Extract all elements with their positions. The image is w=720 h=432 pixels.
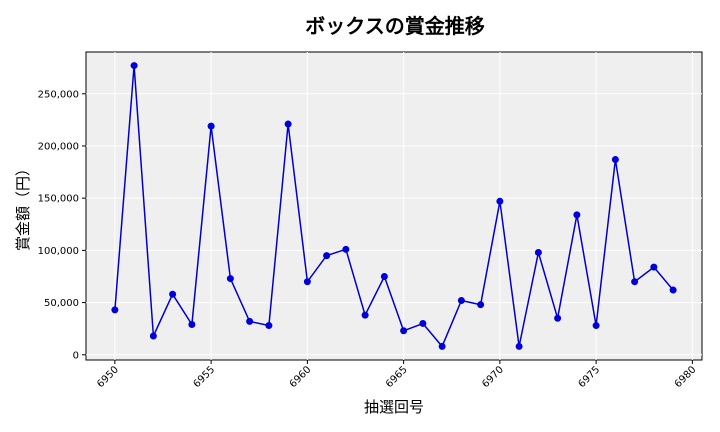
x-tick-label: 6970: [480, 364, 506, 390]
y-axis-ticks: 0 50,000 100,000 150,000 200,000 250,000: [38, 89, 86, 361]
data-point: [149, 332, 157, 340]
data-point: [573, 211, 581, 219]
y-tick-label: 100,000: [38, 246, 79, 257]
x-tick-label: 6965: [384, 364, 410, 390]
data-point: [361, 311, 369, 319]
y-tick-label: 50,000: [44, 298, 79, 309]
gridlines: [86, 52, 702, 360]
chart-title: ボックスの賞金推移: [305, 14, 485, 38]
x-axis-ticks: 6950 6955 6960 6965 6970 6975 6980: [95, 360, 698, 390]
x-tick-label: 6975: [576, 364, 602, 390]
data-point: [611, 156, 619, 164]
data-point: [477, 301, 485, 309]
data-point: [303, 278, 311, 286]
data-point: [457, 296, 465, 304]
data-point: [515, 342, 523, 350]
data-point: [323, 252, 331, 260]
data-point: [554, 314, 562, 322]
series-line: [114, 65, 674, 348]
data-point: [169, 290, 177, 298]
data-point: [496, 197, 504, 205]
data-point: [265, 322, 273, 330]
data-point: [669, 286, 677, 294]
data-point: [631, 278, 639, 286]
data-point: [592, 322, 600, 330]
x-tick-label: 6955: [191, 364, 217, 390]
data-point: [534, 248, 542, 256]
data-point: [111, 306, 119, 314]
data-point: [342, 245, 350, 253]
data-point: [380, 272, 388, 280]
data-point: [284, 120, 292, 128]
data-point: [130, 62, 138, 70]
x-tick-label: 6980: [673, 364, 699, 390]
data-point: [400, 327, 408, 335]
data-point: [438, 342, 446, 350]
data-point: [246, 317, 254, 325]
x-axis-label: 抽選回号: [364, 398, 424, 416]
x-tick-label: 6950: [95, 364, 121, 390]
y-tick-label: 250,000: [38, 89, 79, 100]
x-tick-label: 6960: [288, 364, 314, 390]
data-series: [111, 62, 677, 350]
data-point: [226, 275, 234, 283]
y-axis-label: 賞金額（円）: [14, 161, 32, 251]
data-point: [650, 263, 658, 271]
y-tick-label: 150,000: [38, 194, 79, 205]
y-tick-label: 0: [73, 350, 79, 361]
data-point: [207, 122, 215, 130]
plot-area: [85, 51, 703, 361]
data-point: [188, 321, 196, 329]
data-point: [419, 319, 427, 327]
y-tick-label: 200,000: [38, 141, 79, 152]
